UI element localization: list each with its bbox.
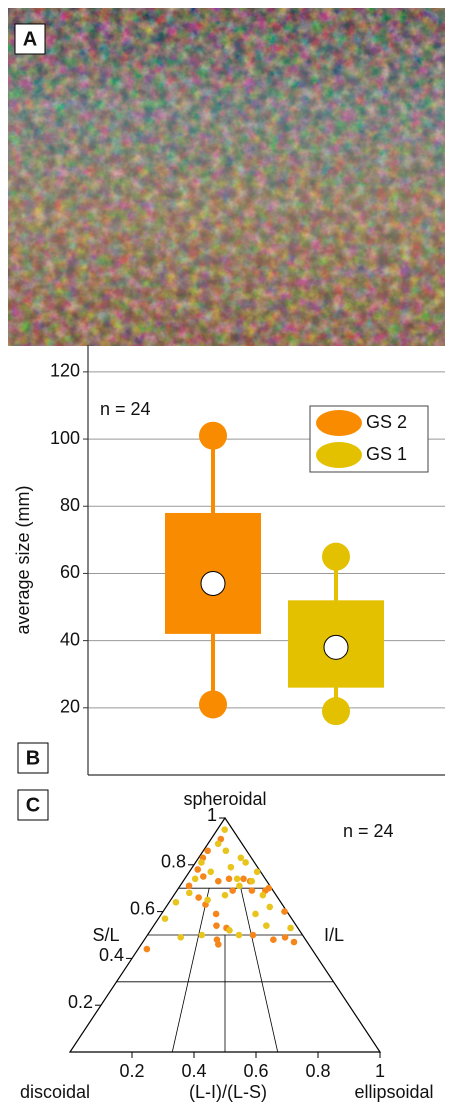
point — [177, 934, 184, 941]
point — [240, 876, 247, 883]
seafloor-photo — [8, 8, 445, 346]
median — [201, 572, 225, 596]
whisker-min — [322, 697, 350, 725]
y-tick-label: 40 — [60, 629, 80, 649]
point — [229, 887, 236, 894]
annotation: n = 24 — [343, 821, 394, 841]
x-tick-label: 0.2 — [119, 1061, 144, 1081]
whisker-max — [322, 543, 350, 571]
point — [282, 934, 289, 941]
y-tick-label: 0.6 — [130, 898, 155, 918]
point — [222, 892, 229, 899]
x-tick-label: 0.6 — [243, 1061, 268, 1081]
figure: A 20 40 60 80 100 120 average size (mm) n = 24 G… — [0, 0, 452, 1108]
panel-label: B — [26, 747, 40, 769]
panel-label: A — [23, 28, 37, 50]
point — [221, 826, 228, 833]
point — [263, 922, 270, 929]
y-axis-label: average size (mm) — [13, 485, 33, 634]
point — [250, 932, 257, 939]
point — [234, 876, 241, 883]
y-tick-label: 0.2 — [68, 992, 93, 1012]
point — [213, 911, 220, 918]
y-tick-label: 20 — [60, 697, 80, 717]
point — [213, 922, 220, 929]
point — [242, 859, 249, 866]
point — [198, 932, 205, 939]
vertex-label-right: ellipsoidal — [354, 1082, 433, 1102]
point — [291, 939, 298, 946]
point — [266, 904, 273, 911]
point — [215, 840, 222, 847]
ratio-class-line — [241, 888, 278, 1052]
point — [249, 887, 256, 894]
legend-marker — [316, 442, 362, 468]
point — [204, 897, 211, 904]
right-axis-label: I/L — [324, 925, 344, 945]
point — [186, 883, 193, 890]
y-tick-label: 80 — [60, 495, 80, 515]
point — [200, 873, 207, 880]
photo-panel: A — [8, 8, 445, 346]
legend-label: GS 2 — [366, 412, 407, 432]
x-axis-label: (L-I)/(L-S) — [189, 1082, 267, 1102]
x-tick-label: 0.4 — [181, 1061, 206, 1081]
point — [260, 892, 267, 899]
point — [236, 932, 243, 939]
point — [198, 859, 205, 866]
whisker-min — [199, 690, 227, 718]
point — [223, 847, 230, 854]
point — [194, 866, 201, 873]
y-tick-label: 120 — [50, 361, 80, 381]
x-tick-label: 1 — [375, 1061, 385, 1081]
vertex-label-top: spheroidal — [183, 789, 266, 809]
point — [186, 890, 193, 897]
legend-marker — [316, 410, 362, 436]
y-tick-label: 60 — [60, 562, 80, 582]
page: A 20 40 60 80 100 120 average size (mm) n = 24 G… — [0, 0, 452, 1108]
x-tick-label: 0.8 — [305, 1061, 330, 1081]
point — [281, 908, 288, 915]
left-axis-label: S/L — [92, 925, 119, 945]
point — [226, 876, 233, 883]
panel-label: C — [26, 794, 40, 816]
point — [270, 936, 277, 943]
point — [238, 854, 245, 861]
point — [226, 927, 233, 934]
point — [254, 869, 261, 876]
point — [195, 894, 202, 901]
point — [287, 925, 294, 932]
point — [215, 941, 222, 948]
point — [192, 876, 199, 883]
y-tick-label: 100 — [50, 428, 80, 448]
legend-label: GS 1 — [366, 444, 407, 464]
annotation: n = 24 — [100, 399, 151, 419]
point — [162, 915, 169, 922]
point — [236, 883, 243, 890]
whisker-max — [199, 422, 227, 450]
vertex-label-left: discoidal — [20, 1082, 90, 1102]
median — [324, 635, 348, 659]
point — [252, 911, 259, 918]
ratio-class-line — [172, 888, 209, 1052]
point — [173, 899, 180, 906]
point — [204, 847, 211, 854]
y-tick-label: 0.4 — [99, 945, 124, 965]
point — [248, 878, 255, 885]
point — [215, 878, 222, 885]
point — [228, 864, 235, 871]
point — [144, 946, 151, 953]
point — [207, 869, 214, 876]
point — [265, 885, 272, 892]
y-tick-label: 0.8 — [161, 852, 186, 872]
